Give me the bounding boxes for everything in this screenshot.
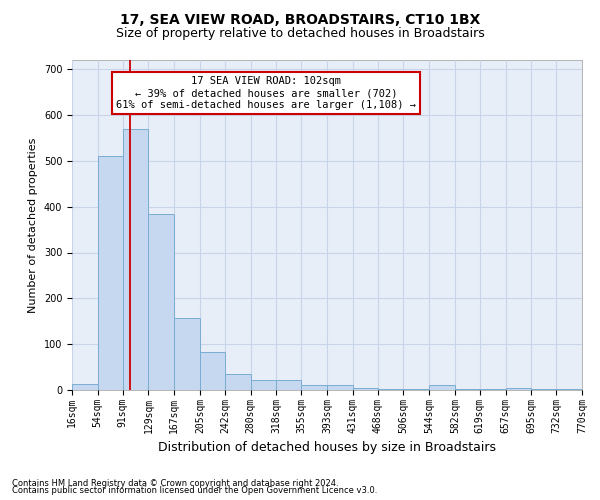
Bar <box>353 388 378 390</box>
Bar <box>174 318 200 390</box>
Bar <box>480 389 506 390</box>
Bar <box>72 384 98 390</box>
Bar <box>276 380 301 390</box>
Bar <box>301 386 327 390</box>
Bar <box>148 214 174 390</box>
Bar <box>455 389 480 390</box>
Text: Contains public sector information licensed under the Open Government Licence v3: Contains public sector information licen… <box>12 486 377 495</box>
Bar <box>403 389 429 390</box>
Bar <box>429 386 455 390</box>
Text: Size of property relative to detached houses in Broadstairs: Size of property relative to detached ho… <box>116 28 484 40</box>
Bar <box>506 388 531 390</box>
Y-axis label: Number of detached properties: Number of detached properties <box>28 138 38 312</box>
Bar <box>531 389 556 390</box>
Bar <box>556 389 582 390</box>
Bar <box>251 380 276 390</box>
Bar <box>327 386 353 390</box>
Bar <box>225 374 251 390</box>
Bar <box>200 352 225 390</box>
Text: 17, SEA VIEW ROAD, BROADSTAIRS, CT10 1BX: 17, SEA VIEW ROAD, BROADSTAIRS, CT10 1BX <box>120 12 480 26</box>
X-axis label: Distribution of detached houses by size in Broadstairs: Distribution of detached houses by size … <box>158 441 496 454</box>
Bar <box>98 156 123 390</box>
Bar <box>123 128 148 390</box>
Bar <box>378 389 403 390</box>
Text: Contains HM Land Registry data © Crown copyright and database right 2024.: Contains HM Land Registry data © Crown c… <box>12 478 338 488</box>
Text: 17 SEA VIEW ROAD: 102sqm
← 39% of detached houses are smaller (702)
61% of semi-: 17 SEA VIEW ROAD: 102sqm ← 39% of detach… <box>116 76 416 110</box>
